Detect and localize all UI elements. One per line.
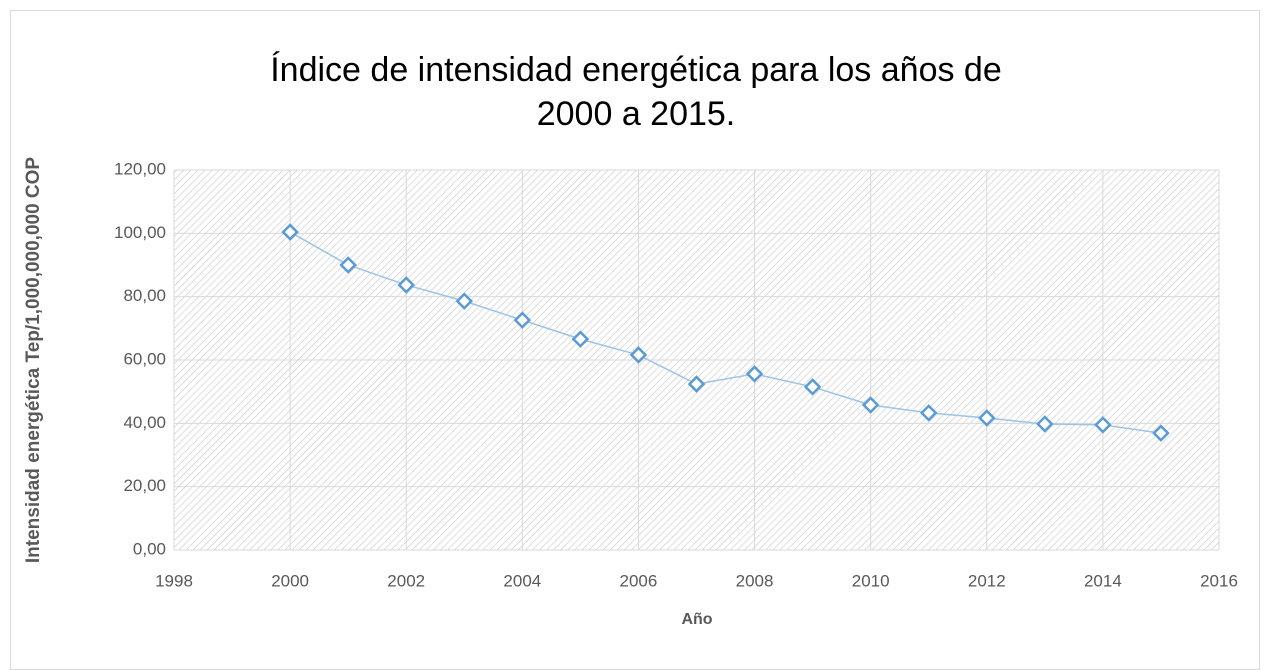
y-tick-label: 100,00: [114, 223, 166, 242]
x-tick-label: 2004: [503, 571, 541, 590]
chart-title: Índice de intensidad energética para los…: [270, 51, 1002, 133]
x-tick-label: 2016: [1200, 571, 1238, 590]
data-point: [455, 292, 474, 310]
x-axis-label: Año: [681, 611, 712, 628]
data-point: [745, 365, 764, 383]
data-point: [281, 223, 299, 241]
data-point: [978, 409, 996, 427]
y-tick-label: 0,00: [133, 539, 166, 558]
x-tick-label: 2010: [852, 571, 890, 590]
y-tick-label: 60,00: [123, 349, 166, 368]
data-point: [1036, 415, 1054, 433]
x-tick-label: 2012: [968, 571, 1006, 590]
x-tick-label: 2006: [620, 571, 658, 590]
data-point: [687, 375, 706, 393]
data-point: [1152, 424, 1170, 442]
data-point: [397, 276, 415, 294]
series-line: [289, 231, 1162, 434]
y-tick-label: 40,00: [123, 413, 166, 432]
data-point: [339, 256, 357, 274]
data-point: [513, 311, 532, 329]
data-point: [571, 330, 590, 348]
y-tick-label: 120,00: [114, 159, 166, 178]
y-tick-label: 80,00: [123, 286, 166, 305]
data-point: [919, 404, 938, 422]
data-point: [629, 346, 648, 364]
y-axis-label: Intensidad energética Tep/1,000,000,000 …: [23, 157, 44, 564]
x-tick-label: 2000: [271, 571, 309, 590]
x-tick-label: 1998: [155, 571, 193, 590]
x-tick-label: 2002: [387, 571, 425, 590]
data-point: [861, 396, 880, 414]
y-tick-label: 20,00: [123, 476, 166, 495]
data-point: [1094, 416, 1112, 434]
x-tick-label: 2008: [736, 571, 774, 590]
x-tick-label: 2014: [1084, 571, 1122, 590]
data-point: [803, 378, 822, 396]
